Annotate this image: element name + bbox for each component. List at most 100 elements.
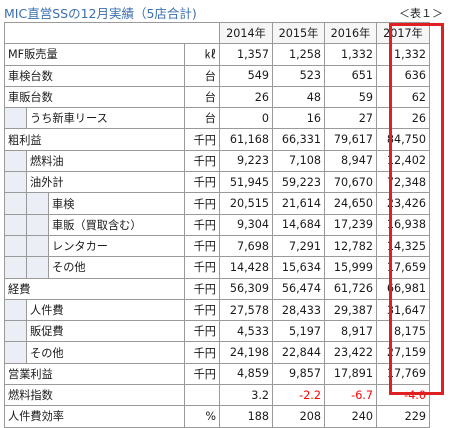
value-cell: 26 [376,107,430,130]
row-label: 油外計 [26,171,185,194]
indent-cell [26,192,49,215]
value-cell: 208 [272,405,325,428]
row-unit: 千円 [184,128,220,151]
value-cell: 27,578 [219,298,273,322]
indent-cell [26,234,49,258]
value-cell: 8,175 [376,320,430,343]
value-cell: 56,474 [272,277,325,300]
page-title: MIC直営SSの12月実績（5店合計) [4,6,197,21]
table-row: 燃料油 千円 9,223 7,108 8,947 12,402 [4,149,430,173]
table-tag: ＜表１＞ [399,7,443,20]
value-cell: 56,309 [219,277,273,300]
value-cell: 229 [376,405,430,428]
table-row: 油外計 千円 51,945 59,223 70,670 72,348 [4,171,430,194]
table-row: 人件費効率% 188 208 240 229 [4,405,430,428]
table-row: うち新車リース台 0 16 27 26 [4,107,430,130]
value-cell: 27 [324,107,377,130]
row-unit: 千円 [184,234,220,258]
value-cell: 9,304 [219,213,273,236]
value-cell: 17,239 [324,213,377,236]
row-label: 粗利益 [4,128,185,151]
row-label: 車検台数 [4,64,185,87]
row-unit: 千円 [184,298,220,322]
value-cell: 4,859 [219,362,273,386]
row-unit: 千円 [184,320,220,343]
indent-cell [4,234,27,258]
row-unit: 千円 [184,171,220,194]
value-cell: 27,159 [376,341,430,364]
indent-cell [4,256,27,279]
row-label: レンタカー [48,234,185,258]
indent-cell [26,213,49,236]
value-cell: 12,402 [376,149,430,173]
value-cell: 17,891 [324,362,377,386]
value-cell: 62 [376,85,430,109]
value-cell: 188 [219,405,273,428]
table-row: その他 千円 14,428 15,634 15,999 17,659 [4,256,430,279]
value-cell: 1,258 [272,43,325,66]
value-cell: 61,726 [324,277,377,300]
header-corner [4,21,220,45]
value-cell: 12,782 [324,234,377,258]
table-row: 経費 千円 56,309 56,474 61,726 66,981 [4,277,430,300]
value-cell: -6.7 [324,384,377,407]
indent-cell [4,298,27,322]
value-cell: 59,223 [272,171,325,194]
value-cell: 16 [272,107,325,130]
value-cell: 26 [219,85,273,109]
indent-cell [4,213,27,236]
value-cell: 9,223 [219,149,273,173]
table-row: 燃料指数 3.2 -2.2 -6.7 -4.0 [4,384,430,407]
year-header: 2016年 [324,21,377,45]
year-header: 2015年 [272,21,325,45]
value-cell: 0 [219,107,273,130]
value-cell: 549 [219,64,273,87]
row-unit [184,384,220,407]
value-cell: 51,945 [219,171,273,194]
value-cell: 636 [376,64,430,87]
value-cell: 4,533 [219,320,273,343]
value-cell: 24,650 [324,192,377,215]
value-cell: 14,428 [219,256,273,279]
value-cell: 31,647 [376,298,430,322]
value-cell: 48 [272,85,325,109]
value-cell: 29,387 [324,298,377,322]
value-cell: 17,659 [376,256,430,279]
value-cell: 5,197 [272,320,325,343]
value-cell: 20,515 [219,192,273,215]
row-label: その他 [26,341,185,364]
value-cell: 7,291 [272,234,325,258]
value-cell: 70,670 [324,171,377,194]
value-cell: 7,108 [272,149,325,173]
value-cell: 15,634 [272,256,325,279]
value-cell: 66,331 [272,128,325,151]
value-cell: 17,769 [376,362,430,386]
value-cell: 1,332 [376,43,430,66]
row-label: 営業利益 [4,362,185,386]
indent-cell [4,171,27,194]
table-row: 車検台数台 549 523 651 636 [4,64,430,87]
value-cell: 61,168 [219,128,273,151]
row-unit: 千円 [184,256,220,279]
table-row: 粗利益 千円 61,168 66,331 79,617 84,750 [4,128,430,151]
indent-cell [4,341,27,364]
value-cell: 523 [272,64,325,87]
value-cell: 24,198 [219,341,273,364]
row-label: 燃料油 [26,149,185,173]
value-cell: 14,684 [272,213,325,236]
value-cell: 14,325 [376,234,430,258]
value-cell: 23,422 [324,341,377,364]
value-cell: 21,614 [272,192,325,215]
row-unit: 千円 [184,213,220,236]
value-cell: 23,426 [376,192,430,215]
value-cell: 7,698 [219,234,273,258]
value-cell: 15,999 [324,256,377,279]
row-label: 人件費 [26,298,185,322]
row-label: 車検 [48,192,185,215]
row-label: 車販（買取含む） [48,213,185,236]
indent-cell [26,256,49,279]
value-cell: 1,332 [324,43,377,66]
row-unit: % [184,405,220,428]
value-cell: 59 [324,85,377,109]
